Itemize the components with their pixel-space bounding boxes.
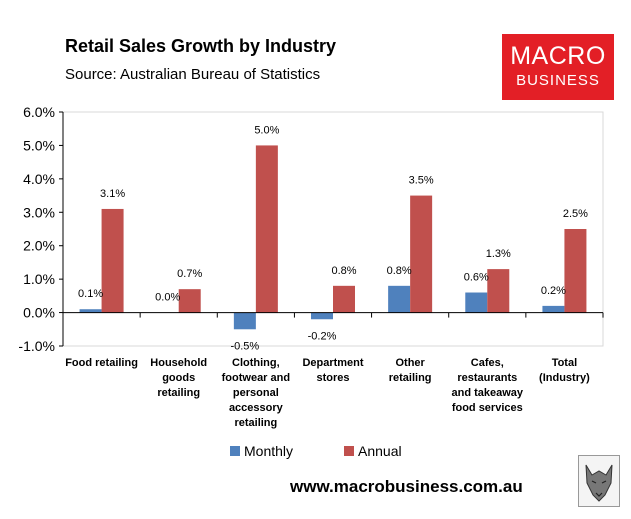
y-tick-label: 4.0% xyxy=(23,171,55,187)
x-tick-label: Other retailing xyxy=(389,357,432,384)
y-axis: -1.0% 0.0% 1.0% 2.0% 3.0% 4.0% 5.0% 6.0% xyxy=(18,104,64,354)
bar-monthly xyxy=(311,312,333,320)
y-tick-label: 0.0% xyxy=(23,305,55,321)
data-label: -0.2% xyxy=(308,330,337,342)
bar-annual xyxy=(178,289,201,313)
bar-monthly xyxy=(79,309,102,313)
bar-annual xyxy=(410,195,433,313)
y-tick-label: 1.0% xyxy=(23,271,55,287)
bar-annual xyxy=(564,229,587,313)
data-label: 1.3% xyxy=(486,248,511,260)
data-label: 3.1% xyxy=(100,188,125,200)
data-label: 5.0% xyxy=(254,124,279,136)
legend-swatch-annual xyxy=(344,446,354,456)
legend-swatch-monthly xyxy=(230,446,240,456)
bars xyxy=(79,145,587,330)
data-label: 0.7% xyxy=(177,268,202,280)
data-label: -0.5% xyxy=(230,340,259,352)
legend-label-monthly: Monthly xyxy=(244,443,293,459)
data-label: 0.0% xyxy=(155,292,180,304)
data-label: 0.2% xyxy=(541,285,566,297)
bar-monthly xyxy=(542,305,565,313)
y-tick-label: 2.0% xyxy=(23,238,55,254)
y-tick-label: 3.0% xyxy=(23,204,55,220)
bar-annual xyxy=(487,269,510,313)
chart-subtitle: Source: Australian Bureau of Statistics xyxy=(65,66,321,83)
x-tick-label: Cafes, restaurants and takeaway food servic… xyxy=(452,357,524,414)
data-label: 3.5% xyxy=(409,175,434,187)
data-labels: 0.1% 0.0% -0.5% -0.2% 0.8% 0.6% 0.2% 3.1% 0.7% 5.… xyxy=(78,124,588,352)
x-tick-label: Department stores xyxy=(302,357,363,384)
y-tick-label: 6.0% xyxy=(23,104,55,120)
logo-line-macro: MACRO xyxy=(510,42,606,70)
bar-monthly xyxy=(233,312,256,330)
wolf-logo-icon xyxy=(578,455,620,507)
chart-title: Retail Sales Growth by Industry xyxy=(65,36,337,56)
bar-annual xyxy=(255,145,278,313)
x-tick-label: Household goods retailing xyxy=(150,357,207,399)
y-tick-label: -1.0% xyxy=(18,338,55,354)
bar-monthly xyxy=(388,285,411,313)
data-label: 0.6% xyxy=(464,272,489,284)
y-tick-label: 5.0% xyxy=(23,137,55,153)
x-tick-label: Food retailing xyxy=(65,357,138,369)
data-label: 0.1% xyxy=(78,288,103,300)
logo-line-business: BUSINESS xyxy=(516,72,600,89)
data-label: 2.5% xyxy=(563,208,588,220)
macrobusiness-logo: MACRO BUSINESS xyxy=(502,34,614,100)
bar-monthly xyxy=(465,292,488,313)
data-label: 0.8% xyxy=(331,265,356,277)
x-tick-label: Total (Industry) xyxy=(539,357,590,384)
footer-url: www.macrobusiness.com.au xyxy=(290,477,523,496)
bar-annual xyxy=(333,285,355,313)
x-axis: Food retailing Household goods retailing Clo… xyxy=(62,312,604,429)
x-tick-label: Clothing, footwear and personal accessory re… xyxy=(222,357,290,429)
legend-label-annual: Annual xyxy=(358,443,402,459)
bar-annual xyxy=(101,208,124,313)
legend: Monthly Annual xyxy=(230,443,402,459)
data-label: 0.8% xyxy=(387,265,412,277)
